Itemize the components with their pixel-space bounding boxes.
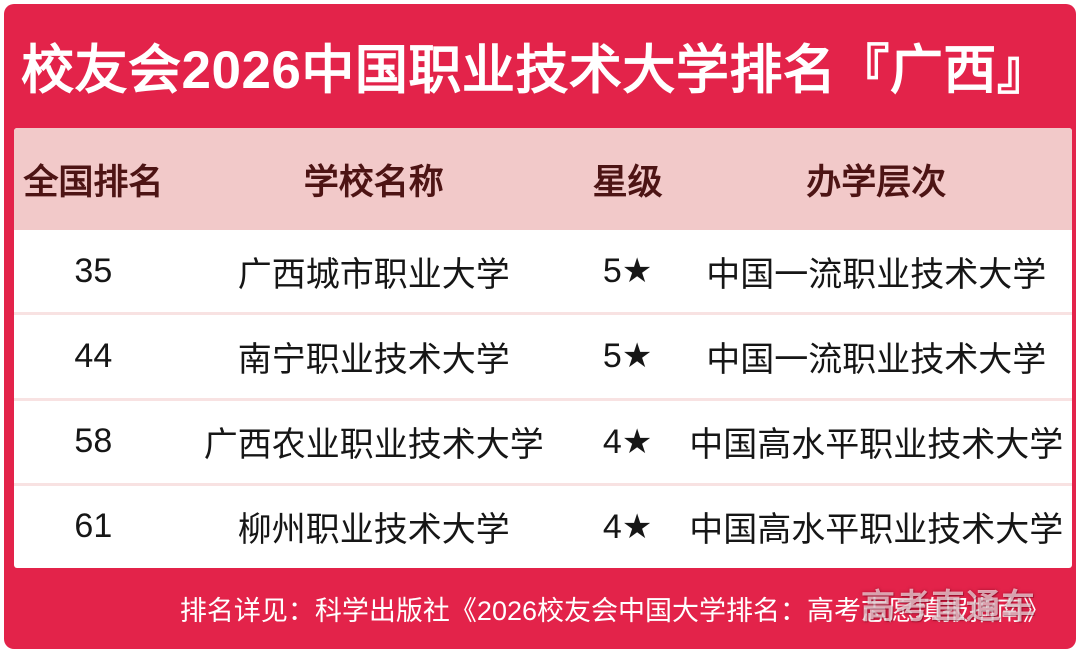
column-header-school-name: 学校名称 bbox=[303, 162, 444, 202]
table-header-row: 全国排名 学校名称 星级 办学层次 bbox=[14, 128, 1072, 230]
school-name-cell: 广西农业职业技术大学 bbox=[203, 426, 544, 465]
table-body: 35 广西城市职业大学 5★ 中国一流职业技术大学 44 南宁职业技术大学 5★… bbox=[14, 230, 1072, 568]
rank-cell: 35 bbox=[74, 251, 113, 290]
school-level-cell: 中国高水平职业技术大学 bbox=[689, 511, 1064, 550]
red-card: 校友会2026中国职业技术大学排名『广西』 全国排名 学校名称 星级 办学层次 … bbox=[4, 4, 1076, 649]
ranking-table: 全国排名 学校名称 星级 办学层次 35 广西城市职业大学 5★ 中国一流职业技… bbox=[14, 128, 1072, 568]
rank-cell: 44 bbox=[74, 336, 113, 375]
column-header-star-rating: 星级 bbox=[592, 162, 663, 202]
column-header-national-rank: 全国排名 bbox=[23, 162, 164, 202]
school-name-cell: 南宁职业技术大学 bbox=[237, 340, 510, 379]
star-rating-cell: 4★ bbox=[602, 422, 653, 461]
school-name-cell: 柳州职业技术大学 bbox=[237, 511, 510, 550]
star-rating-cell: 5★ bbox=[602, 337, 653, 376]
table-row: 61 柳州职业技术大学 4★ 中国高水平职业技术大学 bbox=[14, 482, 1072, 568]
table-row: 44 南宁职业技术大学 5★ 中国一流职业技术大学 bbox=[14, 312, 1072, 397]
school-level-cell: 中国一流职业技术大学 bbox=[706, 340, 1047, 379]
star-rating-cell: 5★ bbox=[602, 252, 653, 291]
rank-cell: 58 bbox=[74, 422, 113, 461]
table-row: 58 广西农业职业技术大学 4★ 中国高水平职业技术大学 bbox=[14, 397, 1072, 483]
page-title: 校友会2026中国职业技术大学排名『广西』 bbox=[21, 41, 1051, 100]
school-level-cell: 中国高水平职业技术大学 bbox=[689, 426, 1064, 465]
school-name-cell: 广西城市职业大学 bbox=[237, 255, 510, 294]
watermark-text: 高考直通车 bbox=[861, 588, 1036, 626]
table-row: 35 广西城市职业大学 5★ 中国一流职业技术大学 bbox=[14, 230, 1072, 312]
column-header-school-level: 办学层次 bbox=[806, 162, 947, 202]
rank-cell: 61 bbox=[74, 507, 113, 546]
school-level-cell: 中国一流职业技术大学 bbox=[706, 255, 1047, 294]
star-rating-cell: 4★ bbox=[602, 507, 653, 546]
footer-note: 排名详见：科学出版社《2026校友会中国大学排名：高考志愿填报指南》 bbox=[179, 596, 1050, 626]
